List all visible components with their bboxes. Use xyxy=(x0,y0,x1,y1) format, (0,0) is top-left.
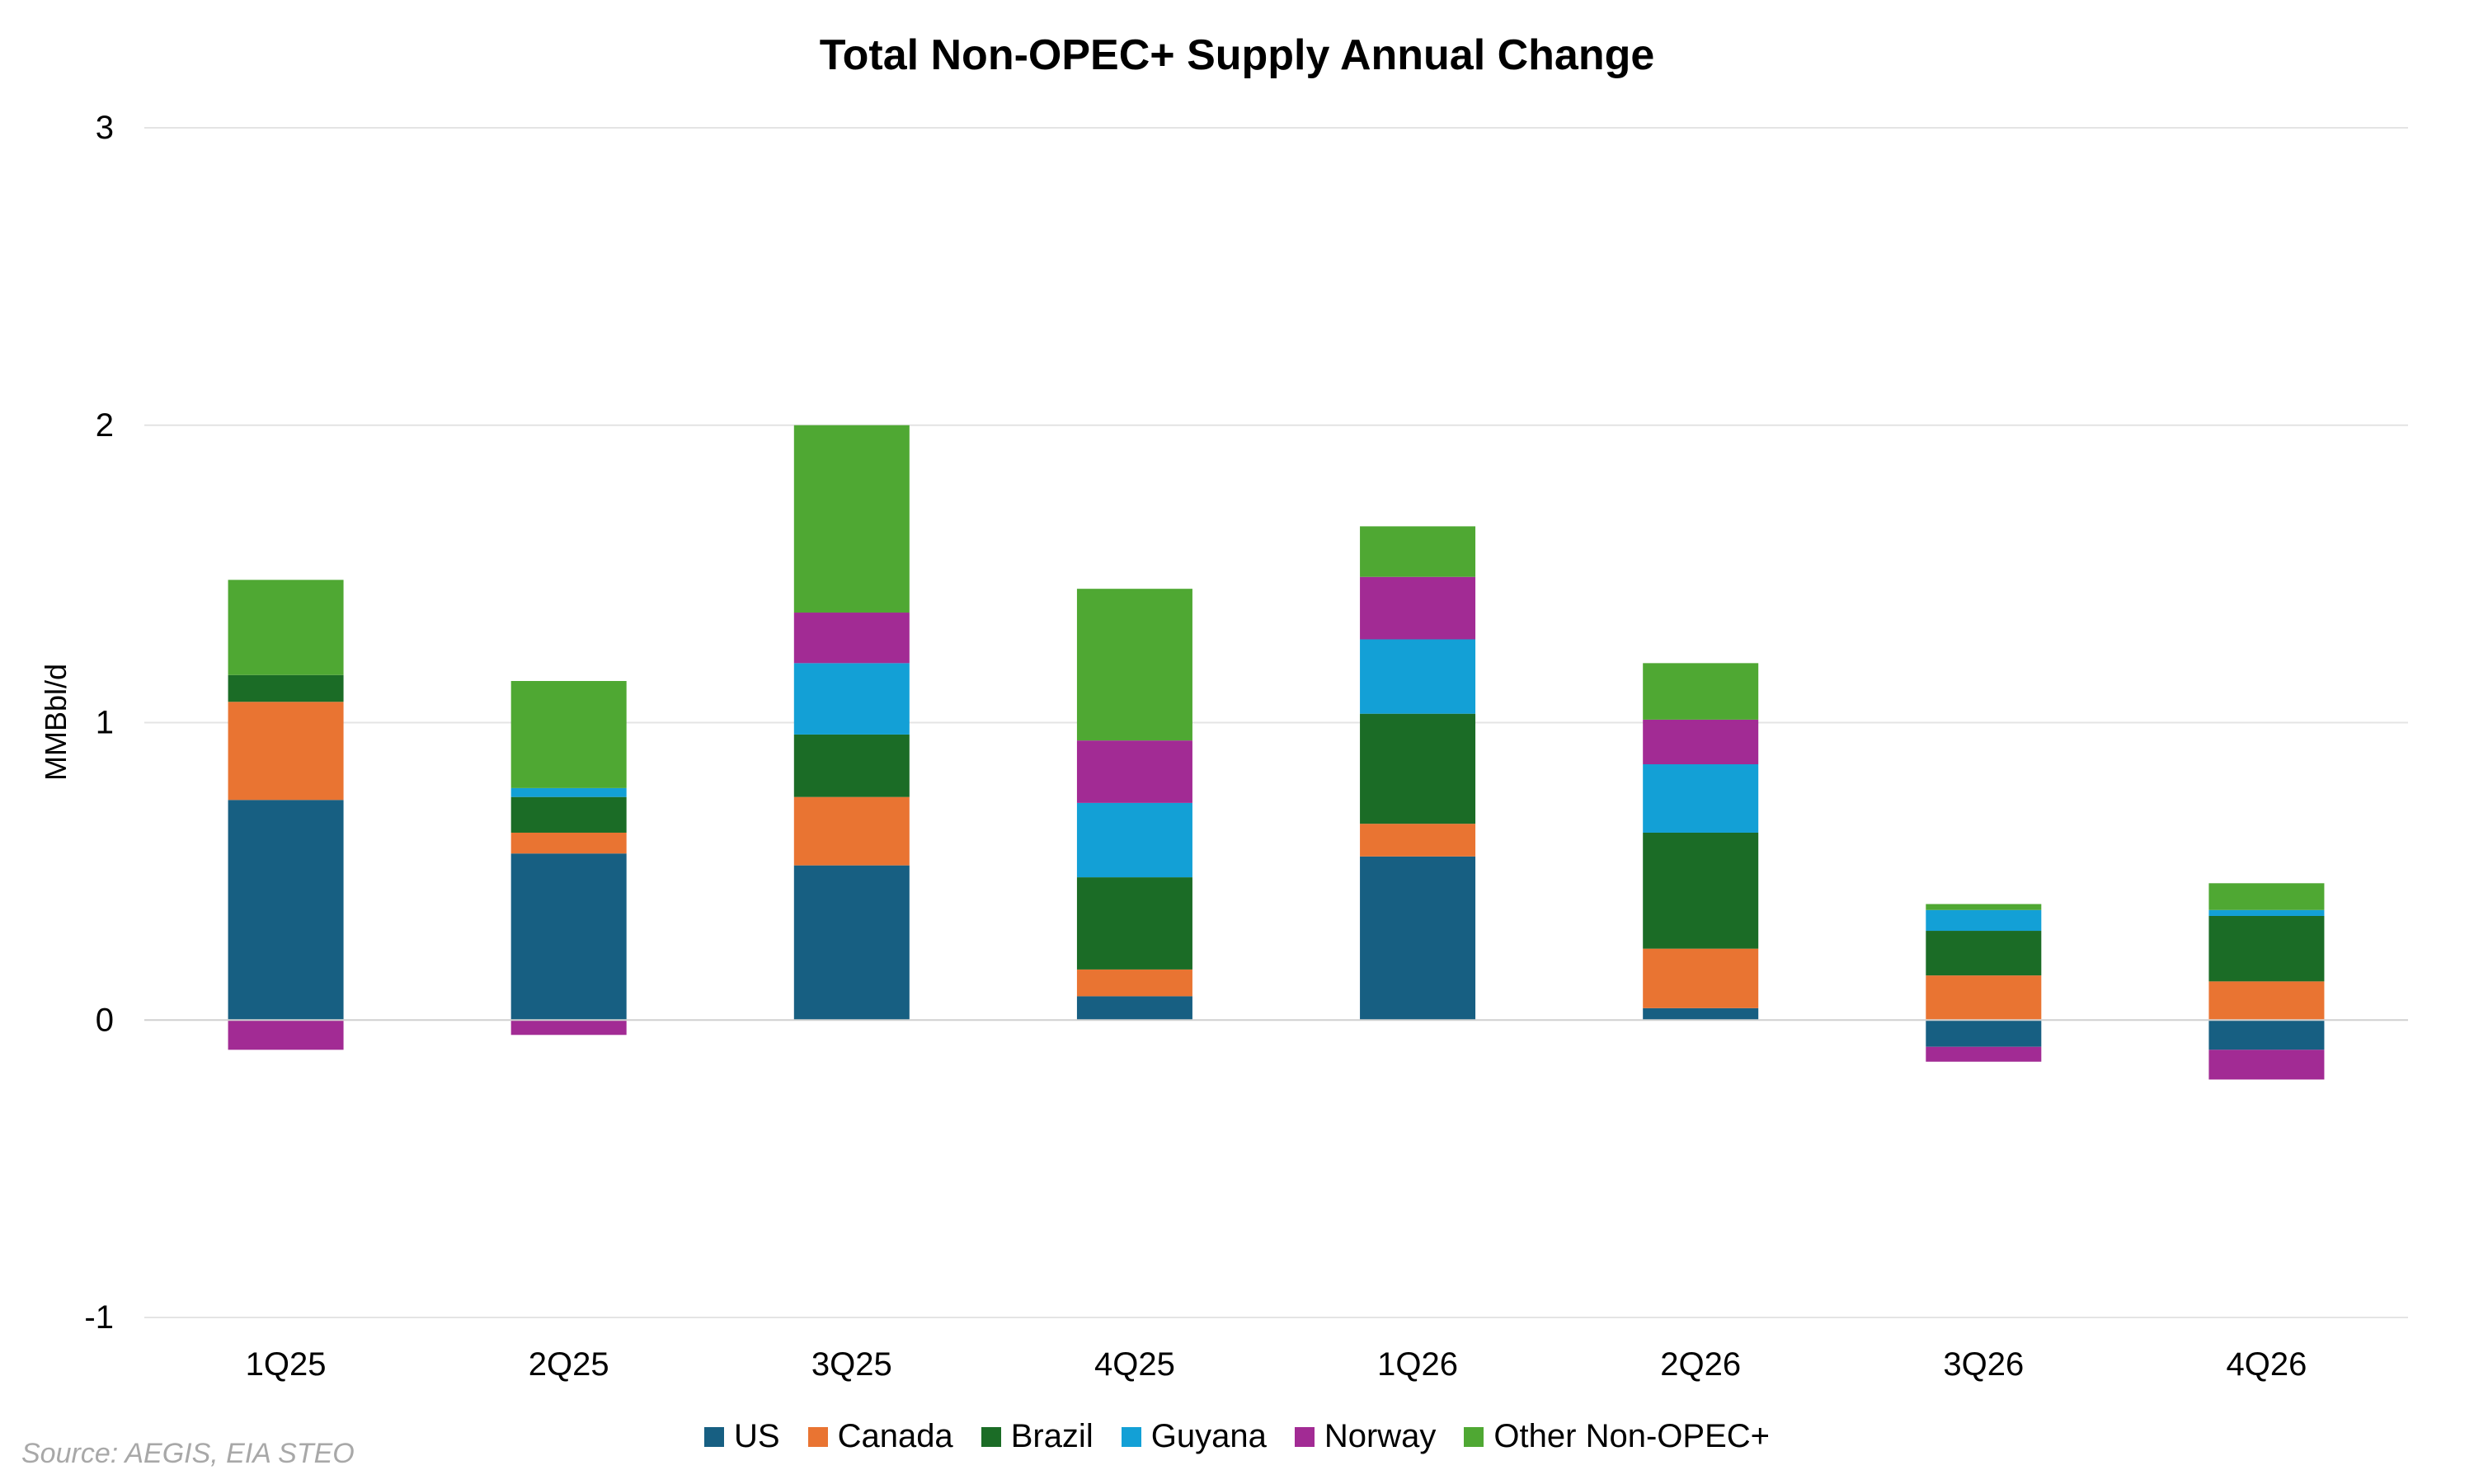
bar-segment xyxy=(1076,996,1192,1021)
y-tick-label: -1 xyxy=(84,1299,114,1336)
legend-swatch xyxy=(1464,1426,1484,1447)
legend: US Canada Brazil Guyana Norway Other Non-OPEC… xyxy=(0,1418,2474,1455)
bar-segment xyxy=(2208,1020,2325,1050)
y-tick-label: 3 xyxy=(96,110,114,146)
bar-segment xyxy=(1926,1020,2042,1047)
legend-label: Other Non-OPEC+ xyxy=(1493,1418,1770,1454)
bar-segment xyxy=(1360,824,1476,857)
bar-segment xyxy=(793,796,910,866)
bar-segment xyxy=(510,832,627,854)
bar-segment xyxy=(1360,576,1476,640)
bar-segment xyxy=(1076,740,1192,803)
source-note: Source: AEGIS, EIA STEO xyxy=(21,1438,355,1469)
bar-segment xyxy=(2208,909,2325,916)
bar-segment xyxy=(1926,909,2042,932)
bar-segment xyxy=(1360,639,1476,714)
x-tick-label: 3Q25 xyxy=(811,1346,892,1383)
x-tick-label: 2Q25 xyxy=(529,1346,609,1383)
bar-segment xyxy=(228,800,344,1021)
bar-segment xyxy=(1076,969,1192,997)
bar-segment xyxy=(1360,526,1476,577)
bar-segment xyxy=(228,674,344,702)
bar-segment xyxy=(1360,856,1476,1021)
legend-item: Norway xyxy=(1294,1418,1437,1455)
bar-segment xyxy=(1076,877,1192,970)
bar-segment xyxy=(1643,832,1759,949)
bar-segment xyxy=(793,613,910,664)
legend-label: Canada xyxy=(837,1418,953,1454)
x-tick-label: 2Q26 xyxy=(1660,1346,1741,1383)
x-tick-label: 3Q26 xyxy=(1943,1346,2024,1383)
legend-item: Brazil xyxy=(981,1418,1094,1455)
legend-swatch xyxy=(703,1426,724,1447)
bar-segment xyxy=(228,580,344,675)
bars xyxy=(228,425,2325,1080)
legend-item: Canada xyxy=(807,1418,953,1455)
bar-segment xyxy=(1360,713,1476,824)
gridlines xyxy=(144,127,2408,1318)
bar-segment xyxy=(2208,1050,2325,1080)
x-tick-label: 1Q26 xyxy=(1377,1346,1458,1383)
x-tick-label: 4Q26 xyxy=(2227,1346,2307,1383)
bar-segment xyxy=(1643,663,1759,720)
bar-segment xyxy=(1926,1046,2042,1062)
y-tick-label: 2 xyxy=(96,407,114,444)
x-tick-label: 4Q25 xyxy=(1094,1346,1175,1383)
bar-segment xyxy=(1643,719,1759,765)
bar-segment xyxy=(510,796,627,833)
x-tick-labels: 1Q25 2Q25 3Q25 4Q25 1Q26 2Q26 3Q26 4Q26 xyxy=(246,1346,2307,1383)
bar-segment xyxy=(1643,948,1759,1008)
legend-swatch xyxy=(807,1426,828,1447)
chart-title: Total Non-OPEC+ Supply Annual Change xyxy=(820,31,1655,79)
bar-segment xyxy=(1643,1007,1759,1021)
y-tick-label: 1 xyxy=(96,705,114,741)
bar-segment xyxy=(2208,883,2325,910)
legend-label: Brazil xyxy=(1010,1418,1094,1454)
legend-label: Guyana xyxy=(1150,1418,1267,1454)
legend-label: Norway xyxy=(1324,1418,1437,1454)
bar-segment xyxy=(1076,589,1192,741)
bar-segment xyxy=(1926,904,2042,910)
bar-segment xyxy=(793,663,910,735)
legend-label: US xyxy=(733,1418,780,1454)
bar-segment xyxy=(510,853,627,1021)
bar-segment xyxy=(510,787,627,797)
bar-segment xyxy=(2208,915,2325,982)
bar-segment xyxy=(510,1020,627,1036)
bar-segment xyxy=(793,425,910,613)
legend-swatch xyxy=(981,1426,1001,1447)
bar-segment xyxy=(228,702,344,801)
legend-item: Other Non-OPEC+ xyxy=(1464,1418,1770,1455)
bar-segment xyxy=(793,865,910,1021)
y-axis-label: MMBbl/d xyxy=(39,664,73,781)
legend-item: Guyana xyxy=(1121,1418,1267,1455)
bar-segment xyxy=(2208,981,2325,1021)
bar-segment xyxy=(510,680,627,788)
legend-item: US xyxy=(703,1418,780,1455)
bar-segment xyxy=(1926,931,2042,976)
bar-segment xyxy=(1076,802,1192,878)
bar-segment xyxy=(1926,975,2042,1021)
bar-segment xyxy=(793,734,910,797)
bar-segment xyxy=(228,1020,344,1050)
y-tick-labels: -1 0 1 2 3 xyxy=(84,110,114,1336)
x-tick-label: 1Q25 xyxy=(246,1346,327,1383)
legend-swatch xyxy=(1294,1426,1315,1447)
legend-swatch xyxy=(1121,1426,1141,1447)
bar-segment xyxy=(1643,764,1759,833)
y-tick-label: 0 xyxy=(96,1002,114,1038)
